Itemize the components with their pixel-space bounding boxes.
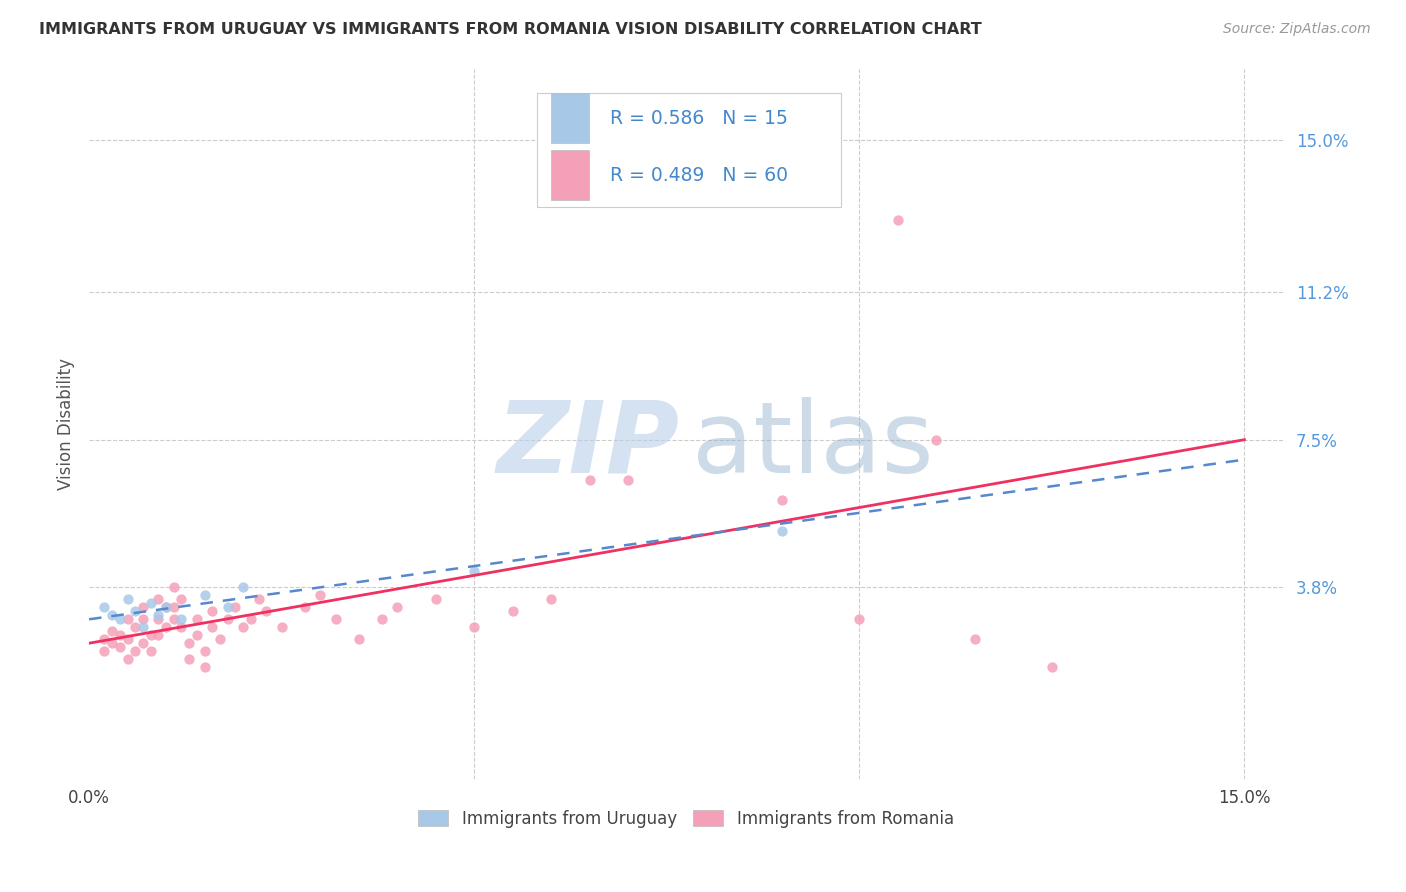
Point — [101, 608, 124, 623]
Point — [239, 612, 262, 626]
Point — [117, 632, 139, 647]
Text: R = 0.489   N = 60: R = 0.489 N = 60 — [603, 166, 787, 185]
Y-axis label: Vision Disability: Vision Disability — [58, 358, 75, 490]
Point — [132, 612, 155, 626]
Point — [139, 596, 162, 610]
Point — [93, 644, 115, 658]
Point — [148, 592, 170, 607]
Point — [770, 524, 793, 539]
Point — [578, 473, 600, 487]
Point — [93, 632, 115, 647]
Point — [617, 473, 640, 487]
Text: R = 0.586   N = 15: R = 0.586 N = 15 — [603, 109, 787, 128]
Point — [963, 632, 986, 647]
Point — [254, 604, 277, 618]
Point — [139, 628, 162, 642]
Point — [155, 600, 177, 615]
Legend: Immigrants from Uruguay, Immigrants from Romania: Immigrants from Uruguay, Immigrants from… — [412, 803, 960, 835]
Point — [463, 620, 485, 634]
Point — [325, 612, 347, 626]
Point — [309, 588, 332, 602]
Point — [186, 628, 208, 642]
Point — [179, 636, 201, 650]
Point — [925, 433, 948, 447]
Point — [385, 600, 408, 615]
Point — [163, 600, 186, 615]
Point — [179, 652, 201, 666]
Point — [132, 620, 155, 634]
Point — [540, 592, 562, 607]
Point — [1040, 660, 1063, 674]
Point — [425, 592, 447, 607]
Point — [124, 604, 146, 618]
Point — [170, 620, 193, 634]
Point — [217, 600, 239, 615]
Point — [770, 492, 793, 507]
Point — [124, 620, 146, 634]
Point — [117, 612, 139, 626]
Point — [101, 636, 124, 650]
Point — [224, 600, 246, 615]
Point — [194, 588, 217, 602]
Point — [294, 600, 316, 615]
Point — [93, 600, 115, 615]
Text: Source: ZipAtlas.com: Source: ZipAtlas.com — [1223, 22, 1371, 37]
Point — [117, 592, 139, 607]
Point — [108, 640, 131, 655]
Point — [163, 580, 186, 594]
Point — [132, 636, 155, 650]
Point — [139, 644, 162, 658]
Point — [101, 624, 124, 639]
Point — [463, 565, 485, 579]
Point — [148, 628, 170, 642]
Point — [232, 580, 254, 594]
Point — [371, 612, 394, 626]
Point — [270, 620, 292, 634]
Point — [347, 632, 370, 647]
Point — [848, 612, 870, 626]
Point — [217, 612, 239, 626]
Point — [132, 600, 155, 615]
FancyBboxPatch shape — [537, 94, 841, 207]
Point — [148, 608, 170, 623]
Point — [887, 213, 910, 227]
Point — [247, 592, 270, 607]
FancyBboxPatch shape — [551, 150, 589, 200]
Point — [194, 644, 217, 658]
Point — [155, 600, 177, 615]
Point — [148, 612, 170, 626]
Point — [208, 632, 231, 647]
Point — [201, 604, 224, 618]
Point — [186, 612, 208, 626]
Point — [108, 612, 131, 626]
Point — [201, 620, 224, 634]
Text: atlas: atlas — [692, 397, 934, 493]
Point — [170, 592, 193, 607]
Point — [170, 612, 193, 626]
Point — [124, 644, 146, 658]
Point — [155, 620, 177, 634]
Text: IMMIGRANTS FROM URUGUAY VS IMMIGRANTS FROM ROMANIA VISION DISABILITY CORRELATION: IMMIGRANTS FROM URUGUAY VS IMMIGRANTS FR… — [39, 22, 983, 37]
Point — [108, 628, 131, 642]
FancyBboxPatch shape — [551, 94, 589, 143]
Point — [117, 652, 139, 666]
Text: ZIP: ZIP — [496, 397, 681, 493]
Point — [163, 612, 186, 626]
Point — [194, 660, 217, 674]
Point — [232, 620, 254, 634]
Point — [502, 604, 524, 618]
